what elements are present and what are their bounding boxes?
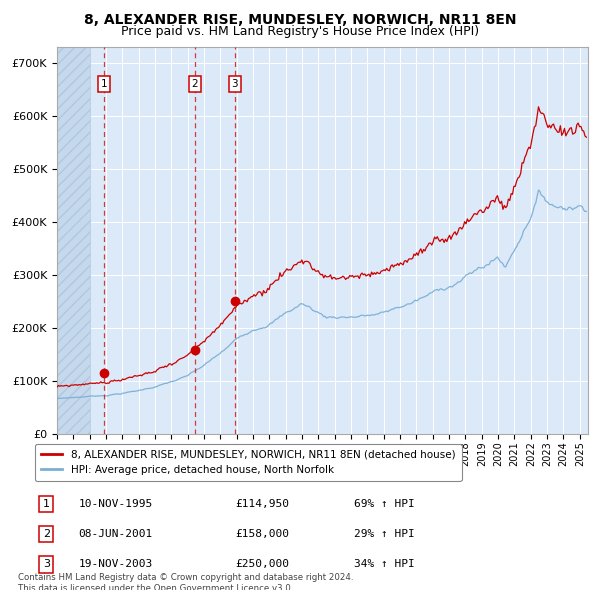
Text: 19-NOV-2003: 19-NOV-2003 — [79, 559, 153, 569]
Text: 34% ↑ HPI: 34% ↑ HPI — [354, 559, 415, 569]
Text: 2: 2 — [191, 79, 198, 89]
Text: £158,000: £158,000 — [235, 529, 289, 539]
Text: This data is licensed under the Open Government Licence v3.0.: This data is licensed under the Open Gov… — [18, 584, 293, 590]
Text: 10-NOV-1995: 10-NOV-1995 — [79, 499, 153, 509]
Text: £250,000: £250,000 — [235, 559, 289, 569]
Text: 3: 3 — [43, 559, 50, 569]
Text: 29% ↑ HPI: 29% ↑ HPI — [354, 529, 415, 539]
Text: 8, ALEXANDER RISE, MUNDESLEY, NORWICH, NR11 8EN: 8, ALEXANDER RISE, MUNDESLEY, NORWICH, N… — [84, 13, 516, 27]
Text: 1: 1 — [101, 79, 107, 89]
Text: 2: 2 — [43, 529, 50, 539]
Text: £114,950: £114,950 — [235, 499, 289, 509]
Text: 08-JUN-2001: 08-JUN-2001 — [79, 529, 153, 539]
Text: Price paid vs. HM Land Registry's House Price Index (HPI): Price paid vs. HM Land Registry's House … — [121, 25, 479, 38]
Text: Contains HM Land Registry data © Crown copyright and database right 2024.: Contains HM Land Registry data © Crown c… — [18, 573, 353, 582]
Legend: 8, ALEXANDER RISE, MUNDESLEY, NORWICH, NR11 8EN (detached house), HPI: Average p: 8, ALEXANDER RISE, MUNDESLEY, NORWICH, N… — [35, 444, 461, 481]
Text: 69% ↑ HPI: 69% ↑ HPI — [354, 499, 415, 509]
Text: 1: 1 — [43, 499, 50, 509]
Text: 3: 3 — [232, 79, 238, 89]
Bar — [57, 47, 89, 434]
